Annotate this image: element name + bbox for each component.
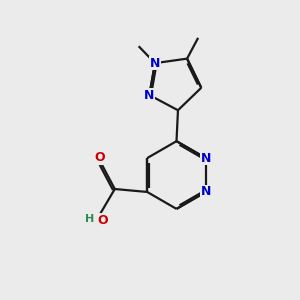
Text: N: N — [150, 57, 160, 70]
Text: N: N — [144, 88, 154, 101]
Text: O: O — [97, 214, 108, 227]
Text: N: N — [201, 152, 211, 165]
Text: N: N — [201, 185, 211, 199]
Text: H: H — [85, 214, 94, 224]
Text: O: O — [95, 151, 105, 164]
